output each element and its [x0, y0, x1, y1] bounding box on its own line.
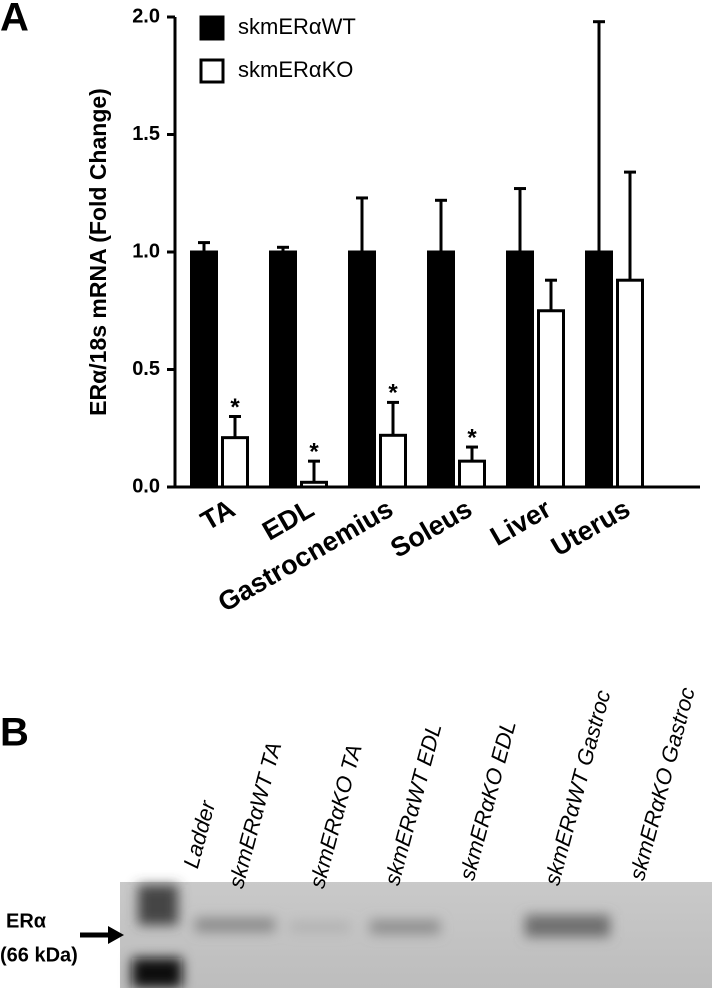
significance-marker: *	[309, 438, 319, 465]
x-tick-label: Uterus	[546, 493, 635, 562]
lane-label: skmERαWT TA	[223, 739, 286, 891]
panel-label: B	[0, 711, 29, 755]
lane-label: skmERαKO TA	[304, 742, 366, 891]
bar	[616, 278, 644, 489]
bar	[221, 436, 249, 489]
bar	[427, 250, 455, 489]
significance-marker: *	[230, 394, 240, 421]
legend-label: skmERαKO	[238, 57, 353, 82]
ladder-band	[138, 885, 178, 925]
band	[195, 918, 275, 932]
legend-swatch	[199, 58, 225, 84]
bar	[300, 480, 328, 489]
bar	[190, 250, 218, 489]
panel-label: A	[0, 0, 29, 40]
bar	[269, 250, 297, 489]
bar	[506, 250, 534, 489]
x-tick-label: Liver	[485, 493, 556, 551]
y-tick-label: 2.0	[132, 5, 160, 27]
y-axis-label: ERα/18s mRNA (Fold Change)	[85, 88, 111, 416]
y-tick-label: 1.5	[132, 123, 160, 145]
blot-bands	[132, 885, 610, 988]
lane-label: skmERαKO EDL	[454, 718, 521, 883]
ladder-band	[132, 958, 182, 988]
bar	[537, 309, 565, 489]
lane-label: skmERαWT Gastroc	[539, 687, 615, 887]
x-tick-label: TA	[196, 493, 240, 536]
band	[290, 922, 350, 932]
bar	[458, 459, 486, 489]
y-tick-label: 0.0	[132, 475, 160, 497]
lane-label: skmERαWT EDL	[379, 720, 446, 887]
band-label: ERα	[6, 910, 47, 932]
legend-label: skmERαWT	[238, 14, 356, 39]
legend-swatch	[199, 15, 225, 41]
bar	[348, 250, 376, 489]
band	[370, 920, 440, 934]
x-tick-label: Soleus	[385, 493, 477, 563]
bar	[585, 250, 613, 489]
y-tick-label: 0.5	[132, 358, 160, 380]
lane-label: skmERαKO Gastroc	[624, 685, 699, 883]
band	[525, 915, 610, 937]
blot-image	[120, 882, 712, 988]
y-tick-label: 1.0	[132, 240, 160, 262]
significance-marker: *	[467, 424, 477, 451]
significance-marker: *	[388, 380, 398, 407]
lane-label: Ladder	[178, 797, 220, 871]
band-size: (66 kDa)	[0, 944, 78, 966]
bar	[379, 433, 407, 489]
arrow-head	[108, 926, 124, 944]
